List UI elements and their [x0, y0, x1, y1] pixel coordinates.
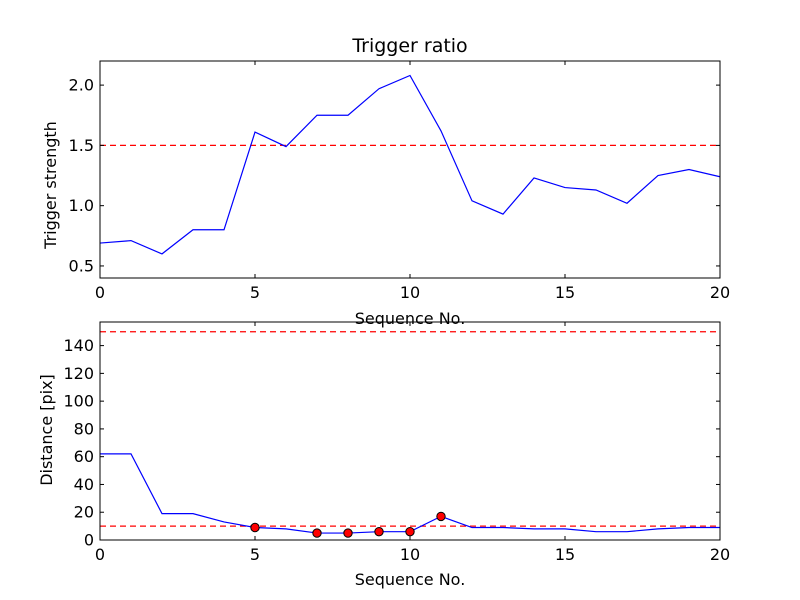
bottom-plot-reference-lines [100, 331, 720, 527]
x-tick-label: 5 [250, 283, 260, 302]
y-tick-label: 60 [74, 447, 94, 466]
y-tick-label: 80 [74, 419, 94, 438]
x-tick-label: 10 [400, 283, 420, 302]
y-tick-label: 40 [74, 475, 94, 494]
bottom-plot: Distance [pix] Sequence No. 0 5 10 15 20 0 20 4… [37, 321, 730, 589]
y-tick-label: 1.0 [69, 196, 94, 215]
x-tick-label: 20 [710, 283, 730, 302]
bottom-plot-frame [99, 321, 721, 541]
y-tick-label: 100 [63, 392, 94, 411]
data-point-marker [343, 528, 353, 538]
y-tick-label: 2.0 [69, 76, 94, 95]
top-plot-xlabel: Sequence No. [355, 309, 466, 328]
data-point-marker [374, 526, 384, 537]
y-tick-label: 0 [84, 531, 94, 550]
bottom-plot-markers [250, 511, 446, 538]
x-tick-label: 0 [95, 545, 105, 564]
y-tick-label: 1.5 [69, 136, 94, 155]
bottom-plot-xlabel: Sequence No. [355, 570, 466, 589]
top-plot: Trigger ratio Trigger strength Sequence … [41, 35, 730, 328]
y-tick-label: 20 [74, 503, 94, 522]
series-line [99, 74, 721, 255]
bottom-plot-ylabel: Distance [pix] [37, 374, 56, 486]
top-plot-ylabel: Trigger strength [41, 121, 60, 250]
y-tick-label: 0.5 [69, 256, 94, 275]
bottom-plot-ticks: 0 5 10 15 20 0 20 40 60 80 100 120 140 [63, 322, 730, 564]
x-tick-label: 0 [95, 283, 105, 302]
x-tick-label: 5 [250, 545, 260, 564]
top-plot-series [99, 74, 721, 255]
y-tick-label: 120 [63, 364, 94, 383]
data-point-marker [250, 522, 260, 533]
y-tick-label: 140 [63, 336, 94, 355]
data-point-marker [405, 526, 415, 537]
data-point-marker [312, 528, 322, 538]
x-tick-label: 15 [555, 283, 575, 302]
data-point-marker [436, 511, 446, 522]
top-plot-title: Trigger ratio [351, 35, 467, 57]
top-plot-frame [99, 60, 721, 279]
x-tick-label: 20 [710, 545, 730, 564]
x-tick-label: 10 [400, 545, 420, 564]
x-tick-label: 15 [555, 545, 575, 564]
